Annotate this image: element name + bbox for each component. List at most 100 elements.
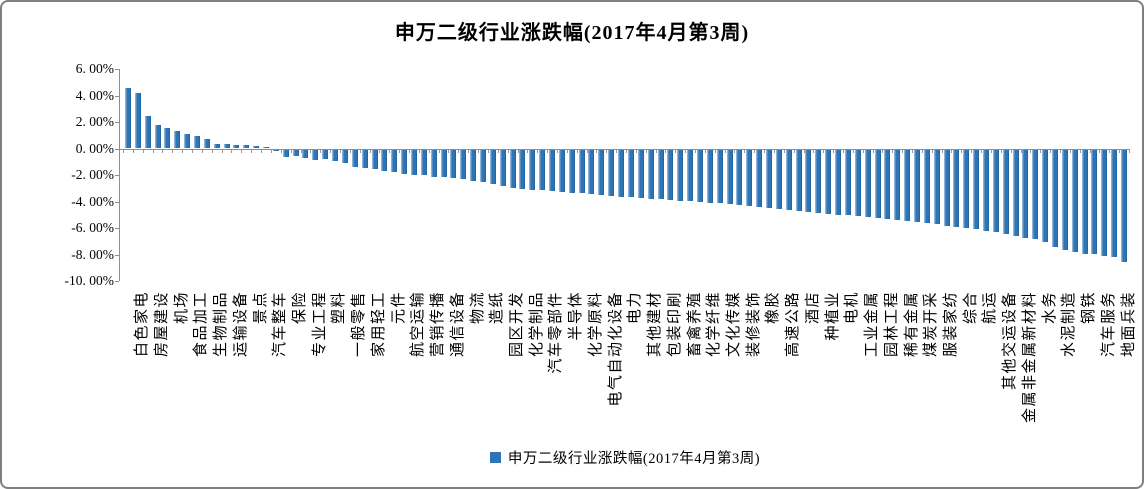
bar: [213, 143, 220, 149]
bar: [450, 149, 457, 179]
category-tick: [1000, 150, 1002, 153]
bar: [1091, 149, 1098, 255]
category-tick: [576, 150, 578, 153]
category-tick: [754, 150, 756, 153]
bar: [785, 149, 792, 210]
x-axis-label: 专业工程: [311, 291, 328, 358]
category-tick: [182, 150, 184, 153]
category-tick: [428, 150, 430, 153]
category-tick: [951, 150, 953, 153]
bar: [913, 149, 920, 223]
category-tick: [241, 150, 243, 153]
bar: [992, 149, 999, 232]
bar: [637, 149, 644, 198]
x-axis-label: 水泥制造: [1061, 291, 1078, 358]
bar: [825, 149, 832, 214]
category-tick: [409, 150, 411, 153]
bar: [894, 149, 901, 221]
x-axis-label: 化学制品: [528, 291, 545, 358]
bar: [1071, 149, 1078, 253]
y-axis-tick: [115, 69, 119, 70]
category-tick: [201, 150, 203, 153]
category-tick: [359, 150, 361, 153]
x-axis-label: 园区开发: [509, 291, 525, 358]
category-tick: [468, 150, 470, 153]
x-axis-label: 造纸: [489, 291, 506, 325]
category-tick: [537, 150, 539, 153]
x-axis-label: 半导体: [568, 291, 585, 341]
bar: [982, 149, 989, 231]
category-tick: [300, 150, 302, 153]
bar: [627, 149, 634, 198]
bar: [144, 115, 151, 149]
bar: [519, 149, 526, 189]
bar: [736, 149, 743, 205]
x-axis-label: 食品加工: [193, 291, 210, 358]
category-tick: [902, 150, 904, 153]
bar: [124, 88, 131, 149]
bar: [282, 149, 289, 158]
bar: [1052, 149, 1059, 247]
bar: [805, 149, 812, 213]
category-tick: [921, 150, 923, 153]
category-tick: [833, 150, 835, 153]
x-axis-label: 畜禽养殖: [686, 291, 703, 358]
bar: [1111, 149, 1118, 258]
x-axis-label: 航空运输: [410, 291, 427, 358]
x-axis-label: 橡胶: [765, 291, 782, 325]
x-axis-label: 化学原料: [587, 291, 604, 358]
category-tick: [704, 150, 706, 153]
bar: [134, 92, 141, 149]
category-tick: [221, 150, 223, 153]
bar: [854, 149, 861, 217]
bar: [341, 149, 348, 163]
bar: [470, 149, 477, 181]
bar: [588, 149, 595, 195]
x-axis-label: 机场: [173, 291, 190, 325]
bar: [963, 149, 970, 228]
category-tick: [1020, 150, 1022, 153]
bar: [687, 149, 694, 202]
category-tick: [1069, 150, 1071, 153]
y-axis-tick: [115, 148, 119, 150]
bar: [904, 149, 911, 222]
bar: [440, 149, 447, 178]
bar: [499, 149, 506, 186]
category-tick: [1099, 150, 1101, 153]
bar: [361, 149, 368, 169]
bar: [549, 149, 556, 192]
x-axis-label: 文化传媒: [725, 291, 742, 358]
category-tick: [645, 150, 647, 153]
bar: [174, 131, 181, 149]
x-axis-label: 家用轻工: [370, 291, 387, 358]
x-axis-label: 综合: [962, 291, 979, 325]
y-axis-line: [119, 69, 120, 281]
bar: [766, 149, 772, 208]
x-axis-label: 通信设备: [449, 291, 466, 358]
category-tick: [152, 150, 154, 153]
bar: [923, 149, 930, 224]
bar: [193, 136, 200, 149]
category-tick: [418, 150, 420, 153]
bar: [775, 149, 782, 209]
x-axis-label: 煤炭开采: [923, 291, 940, 358]
category-tick: [813, 150, 815, 153]
category-tick: [596, 150, 598, 153]
x-axis-label: 汽车零部件: [548, 291, 565, 374]
category-tick: [744, 150, 746, 153]
y-axis-tick-label: -6. 00%: [71, 220, 114, 235]
bar: [223, 144, 230, 149]
x-axis-label: 汽车服务: [1100, 291, 1117, 358]
x-axis-label: 种植业: [824, 291, 841, 341]
bar: [578, 149, 585, 194]
y-axis-tick-label: 6. 00%: [75, 61, 114, 76]
bar: [332, 149, 339, 161]
y-axis-tick-label: -2. 00%: [71, 167, 114, 182]
y-axis-tick-label: -8. 00%: [71, 246, 114, 262]
bar: [815, 149, 822, 214]
category-tick: [823, 150, 825, 153]
bar: [489, 149, 496, 184]
bar: [598, 149, 605, 196]
bar: [430, 149, 437, 177]
category-tick: [507, 150, 509, 153]
